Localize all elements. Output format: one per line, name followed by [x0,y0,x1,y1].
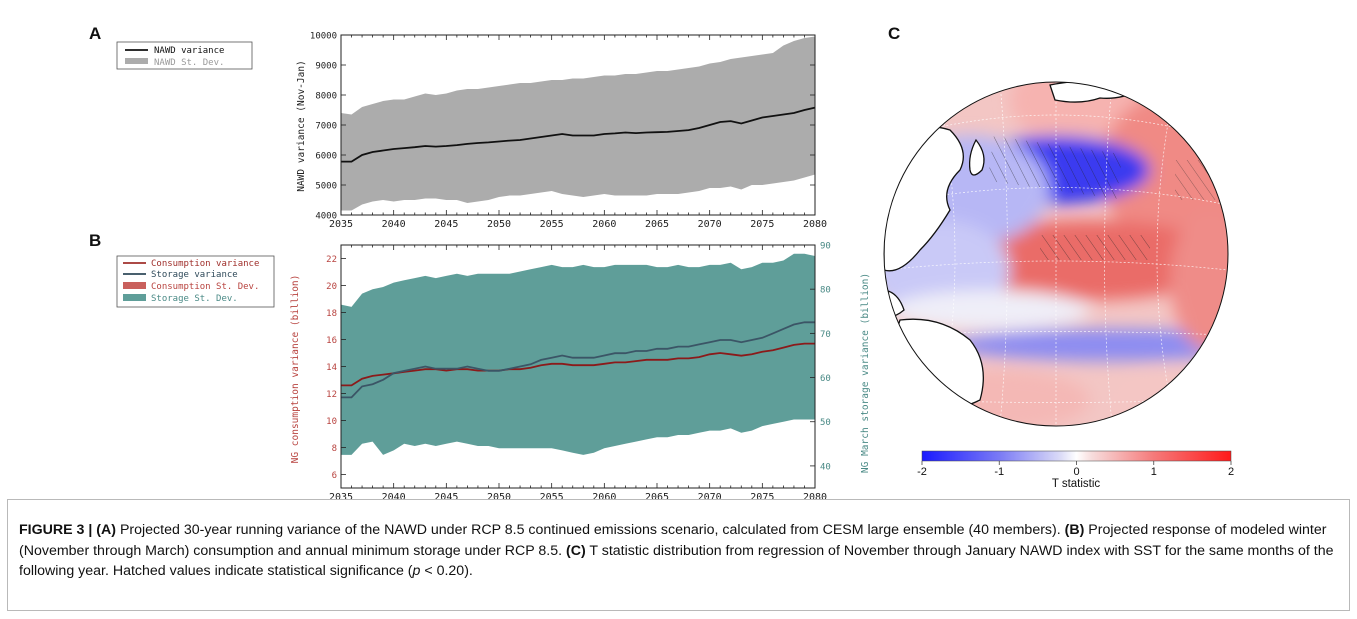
colorbar-tick-label: -2 [917,466,927,478]
panel-b-y2tick-label: 40 [820,462,831,472]
panel-a-xtick-label: 2055 [540,219,564,230]
legend-b-label-2: Consumption St. Dev. [151,282,259,292]
panel-label-b: B [89,231,102,250]
panel-a-line-nawd-variance [341,106,816,163]
panel-a-xtick-label: 2045 [434,219,458,230]
figure-caption: FIGURE 3 | (A) Projected 30-year running… [19,520,1339,582]
panel-b-ytick-label: 16 [326,336,337,346]
panel-a-chart: NAWD variance NAWD St. Dev. NAWD varianc… [116,32,827,230]
panel-a-ytick-label: 7000 [315,122,337,132]
colorbar-tick-label: 2 [1228,466,1234,478]
panel-b-y2tick-label: 90 [820,242,831,252]
panel-b-ytick-label: 22 [326,255,337,265]
globe-outline [883,81,1229,427]
panel-b-line-consumption-variance [341,342,815,387]
colorbar-tick-label: 1 [1151,466,1157,478]
legend-a-label-0: NAWD variance [154,46,224,56]
panel-a-xtick-label: 2040 [382,219,406,230]
legend-a: NAWD variance NAWD St. Dev. [116,41,253,70]
panel-label-a: A [89,24,102,43]
caption-box [7,499,1350,611]
caption-figure-label: FIGURE 3 | [19,522,97,538]
panel-b-ytick-label: 10 [326,417,337,427]
caption-text-a: Projected 30-year running variance of th… [116,522,1065,538]
y-axis-label-b-right: NG March storage variance (billion) [860,273,871,473]
panel-b-y2tick-label: 70 [820,330,831,340]
panel-c-map: -2 -1 0 1 2 T statistic [883,81,1234,490]
legend-b-storage-band-swatch [123,294,146,301]
legend-b: Consumption variance Storage variance Co… [116,255,275,308]
legend-b-label-1: Storage variance [151,270,238,280]
legend-a-label-1: NAWD St. Dev. [154,58,224,68]
panel-b-y2tick-label: 50 [820,418,831,428]
panel-b-xtick-label: 2080 [803,492,827,500]
panel-a-ytick-label: 5000 [315,182,337,192]
colorbar [921,450,1232,462]
panel-b-line-storage-variance [341,321,815,399]
panel-b-xtick-label: 2045 [434,492,458,500]
y-axis-label-b-left: NG consumption variance (billion) [290,275,301,464]
panel-a-xtick-label: 2080 [803,219,827,230]
panel-a-ytick-label: 10000 [310,32,337,42]
panel-b-y2tick-label: 60 [820,374,831,384]
panel-b-band-storage-st-dev- [341,253,815,455]
panel-a-ytick-label: 4000 [315,212,337,222]
panel-b-xtick-label: 2050 [487,492,511,500]
caption-tag-b: (B) [1064,522,1085,538]
legend-b-consumption-band-swatch [123,282,146,289]
caption-text-b: Projected response of modeled winter (No… [19,522,1327,559]
panel-b-xtick-label: 2055 [540,492,564,500]
panel-a-ytick-label: 6000 [315,152,337,162]
panel-a-xtick-label: 2060 [592,219,616,230]
colorbar-label: T statistic [1052,478,1101,490]
panel-a-xtick-label: 2065 [645,219,669,230]
panel-b-ytick-label: 20 [326,282,337,292]
panel-b-ytick-label: 6 [332,471,337,481]
legend-b-label-0: Consumption variance [151,259,259,269]
panel-b-ytick-label: 12 [326,390,337,400]
panel-a-xtick-label: 2075 [750,219,774,230]
panel-a-xtick-label: 2035 [329,219,353,230]
legend-b-label-3: Storage St. Dev. [151,294,238,304]
panel-b-ytick-label: 8 [332,444,337,454]
panel-b-xtick-label: 2035 [329,492,353,500]
caption-tag-a: (A) [96,522,116,538]
panel-b-xtick-label: 2040 [382,492,406,500]
panel-a-band-nawd-st-dev- [341,36,815,211]
colorbar-tick-label: -1 [994,466,1004,478]
panel-b-ytick-label: 14 [326,363,337,373]
caption-p-symbol: p [412,563,421,580]
panel-b-xtick-label: 2060 [592,492,616,500]
panel-b-ytick-label: 18 [326,309,337,319]
globe-field [884,82,1228,426]
legend-a-band-swatch [125,58,148,64]
caption-p-rest: < 0.20). [420,563,473,580]
panel-a-ytick-label: 8000 [315,92,337,102]
panel-b-xtick-label: 2065 [645,492,669,500]
panel-b-chart: Consumption variance Storage variance Co… [116,242,871,500]
panel-a-ytick-label: 9000 [315,62,337,72]
panel-b-y2tick-label: 80 [820,286,831,296]
panel-label-c: C [888,24,901,43]
legend-a-box [116,41,253,70]
caption-tag-c: (C) [566,542,586,559]
caption-text-c: T statistic distribution from regression… [19,542,1334,580]
panel-a-xtick-label: 2050 [487,219,511,230]
panel-a-xtick-label: 2070 [698,219,722,230]
panel-b-xtick-label: 2075 [750,492,774,500]
y-axis-label-a: NAWD variance (Nov-Jan) [296,60,307,192]
panel-b-xtick-label: 2070 [698,492,722,500]
colorbar-tick-label: 0 [1073,466,1079,478]
